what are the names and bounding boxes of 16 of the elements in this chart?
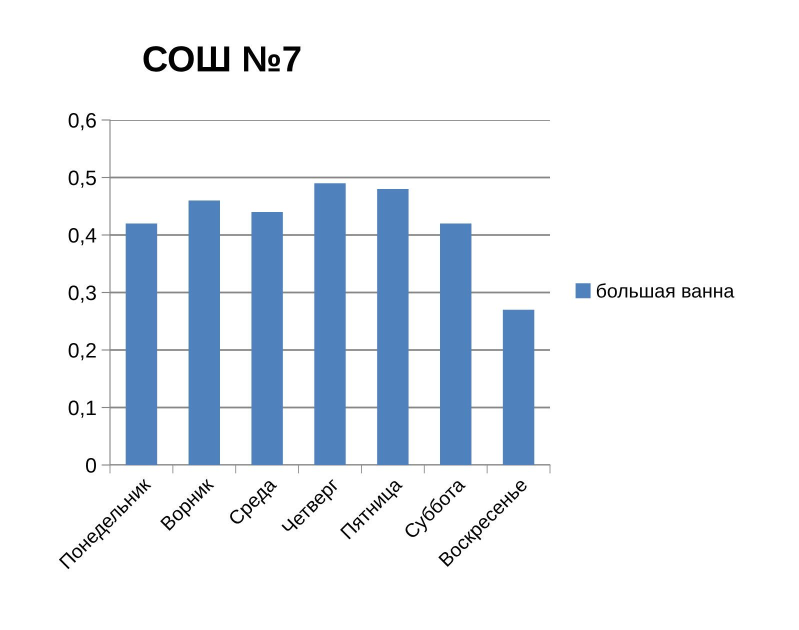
legend-label: большая ванна xyxy=(596,283,734,298)
bar xyxy=(440,224,472,465)
bar xyxy=(314,183,346,465)
bar xyxy=(377,189,409,465)
y-tick-label: 0,5 xyxy=(68,170,96,188)
y-tick-label: 0,4 xyxy=(68,228,96,246)
y-tick-label: 0,6 xyxy=(68,113,96,130)
y-tick-label: 0,3 xyxy=(68,286,96,303)
y-tick-label: 0 xyxy=(86,458,96,473)
bar xyxy=(126,224,158,465)
bar xyxy=(502,310,534,465)
bar xyxy=(188,200,220,465)
y-tick-label: 0,1 xyxy=(68,400,96,418)
chart-title: СОШ №7 xyxy=(144,46,300,72)
y-tick-label: 0,2 xyxy=(68,343,96,360)
bar xyxy=(251,212,283,465)
